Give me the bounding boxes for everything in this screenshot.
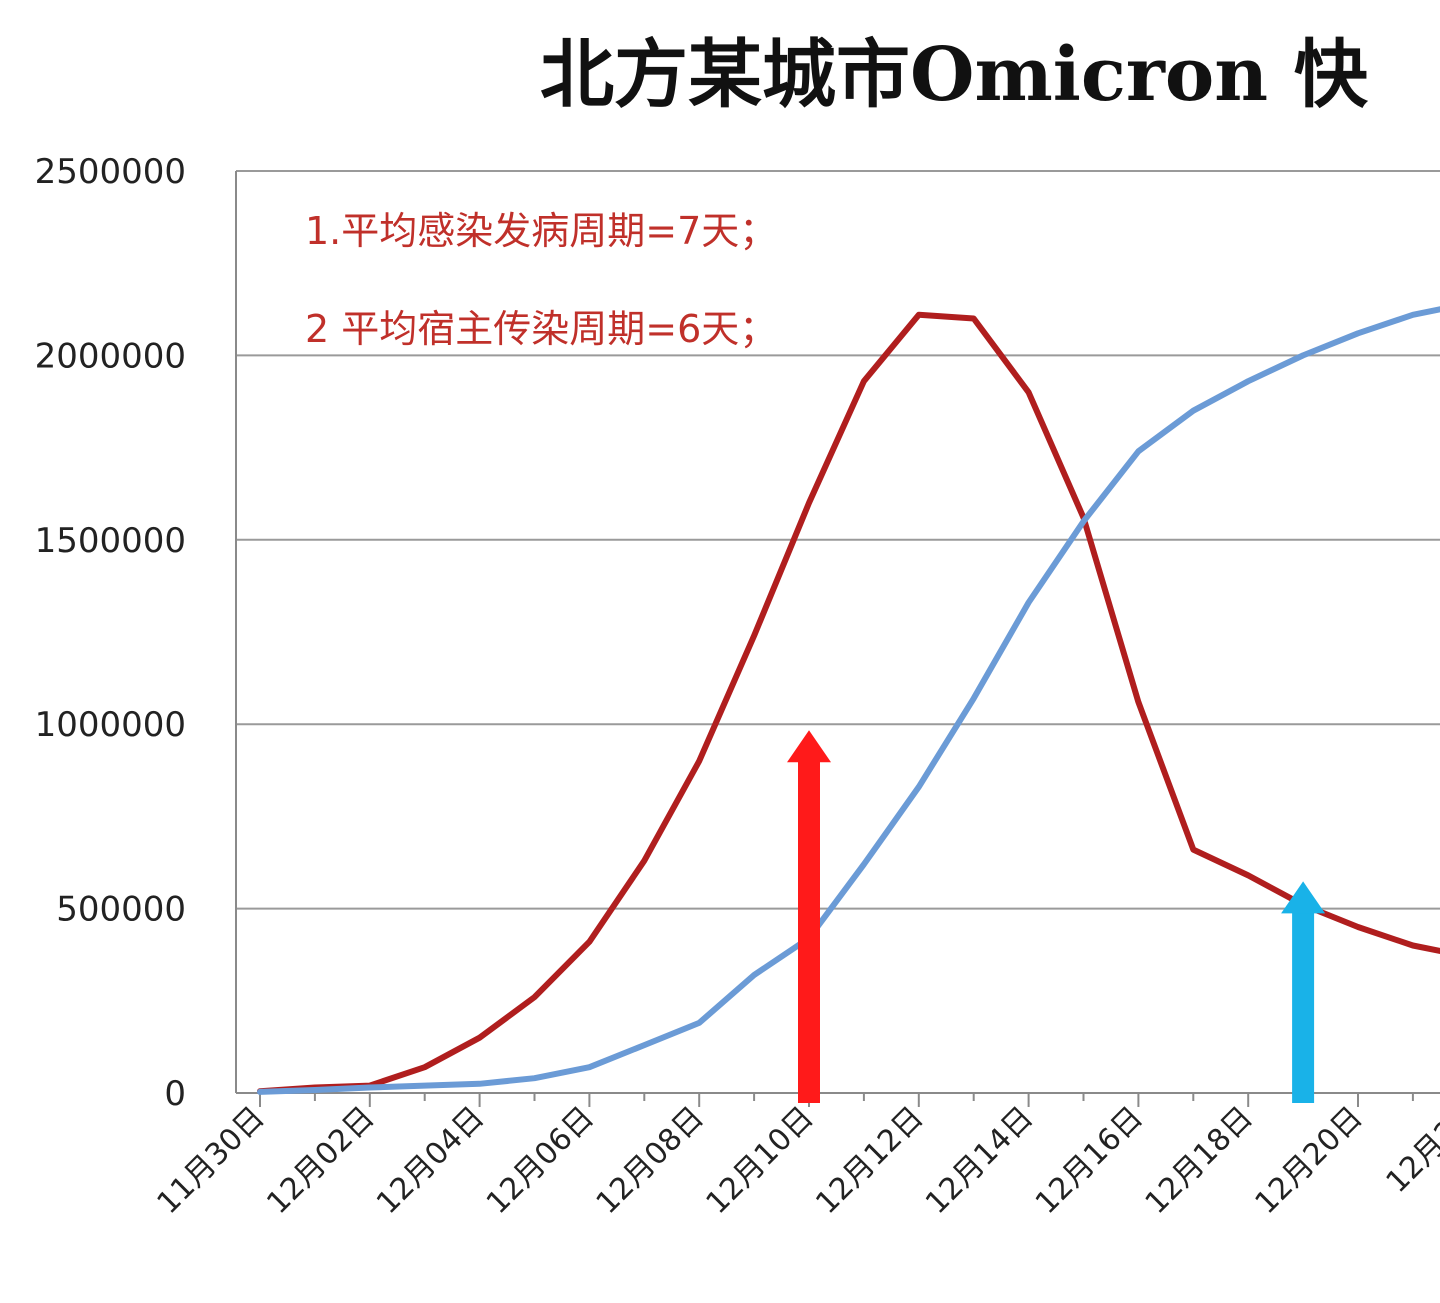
x-tick-label: 12月10日 bbox=[699, 1100, 820, 1221]
y-tick-label: 2000000 bbox=[35, 336, 186, 376]
series-line-1 bbox=[257, 311, 1440, 1095]
chart-title: 北方某城市Omicron 快 bbox=[540, 32, 1369, 118]
x-tick-label: 12月06日 bbox=[480, 1100, 601, 1221]
y-tick-label: 500000 bbox=[56, 890, 186, 930]
x-tick-label: 12月14日 bbox=[919, 1100, 1040, 1221]
y-tick-label: 2500000 bbox=[35, 152, 186, 192]
marker-arrow-2 bbox=[1281, 881, 1326, 1103]
y-tick-label: 1000000 bbox=[35, 705, 186, 745]
x-tick-label: 12月20日 bbox=[1248, 1100, 1369, 1221]
x-tick-label: 12月18日 bbox=[1139, 1100, 1260, 1221]
x-tick-label: 12月04日 bbox=[370, 1100, 491, 1221]
x-tick-label: 12月02日 bbox=[260, 1100, 381, 1221]
series-line-2 bbox=[257, 306, 1440, 1095]
series-lines bbox=[257, 306, 1440, 1095]
x-tick-label: 11月30日 bbox=[150, 1100, 271, 1221]
y-tick-label: 1500000 bbox=[35, 521, 186, 561]
marker-arrow-1 bbox=[787, 730, 831, 1103]
marker-arrows bbox=[787, 730, 1326, 1103]
x-tick-label: 12月16日 bbox=[1029, 1100, 1150, 1221]
annotation-infection-period: 1.平均感染发病周期=7天； bbox=[305, 209, 777, 253]
x-tick-label: 12月12日 bbox=[809, 1100, 930, 1221]
annotation-host-transmission-period: 2 平均宿主传染周期=6天； bbox=[305, 307, 777, 351]
y-axis-ticks: 2500000 2000000 1500000 1000000 500000 0 bbox=[35, 152, 186, 1114]
x-tick-label: 12月22 bbox=[1380, 1100, 1440, 1200]
y-tick-label: 0 bbox=[164, 1074, 186, 1114]
x-tick-label: 12月08日 bbox=[590, 1100, 711, 1221]
